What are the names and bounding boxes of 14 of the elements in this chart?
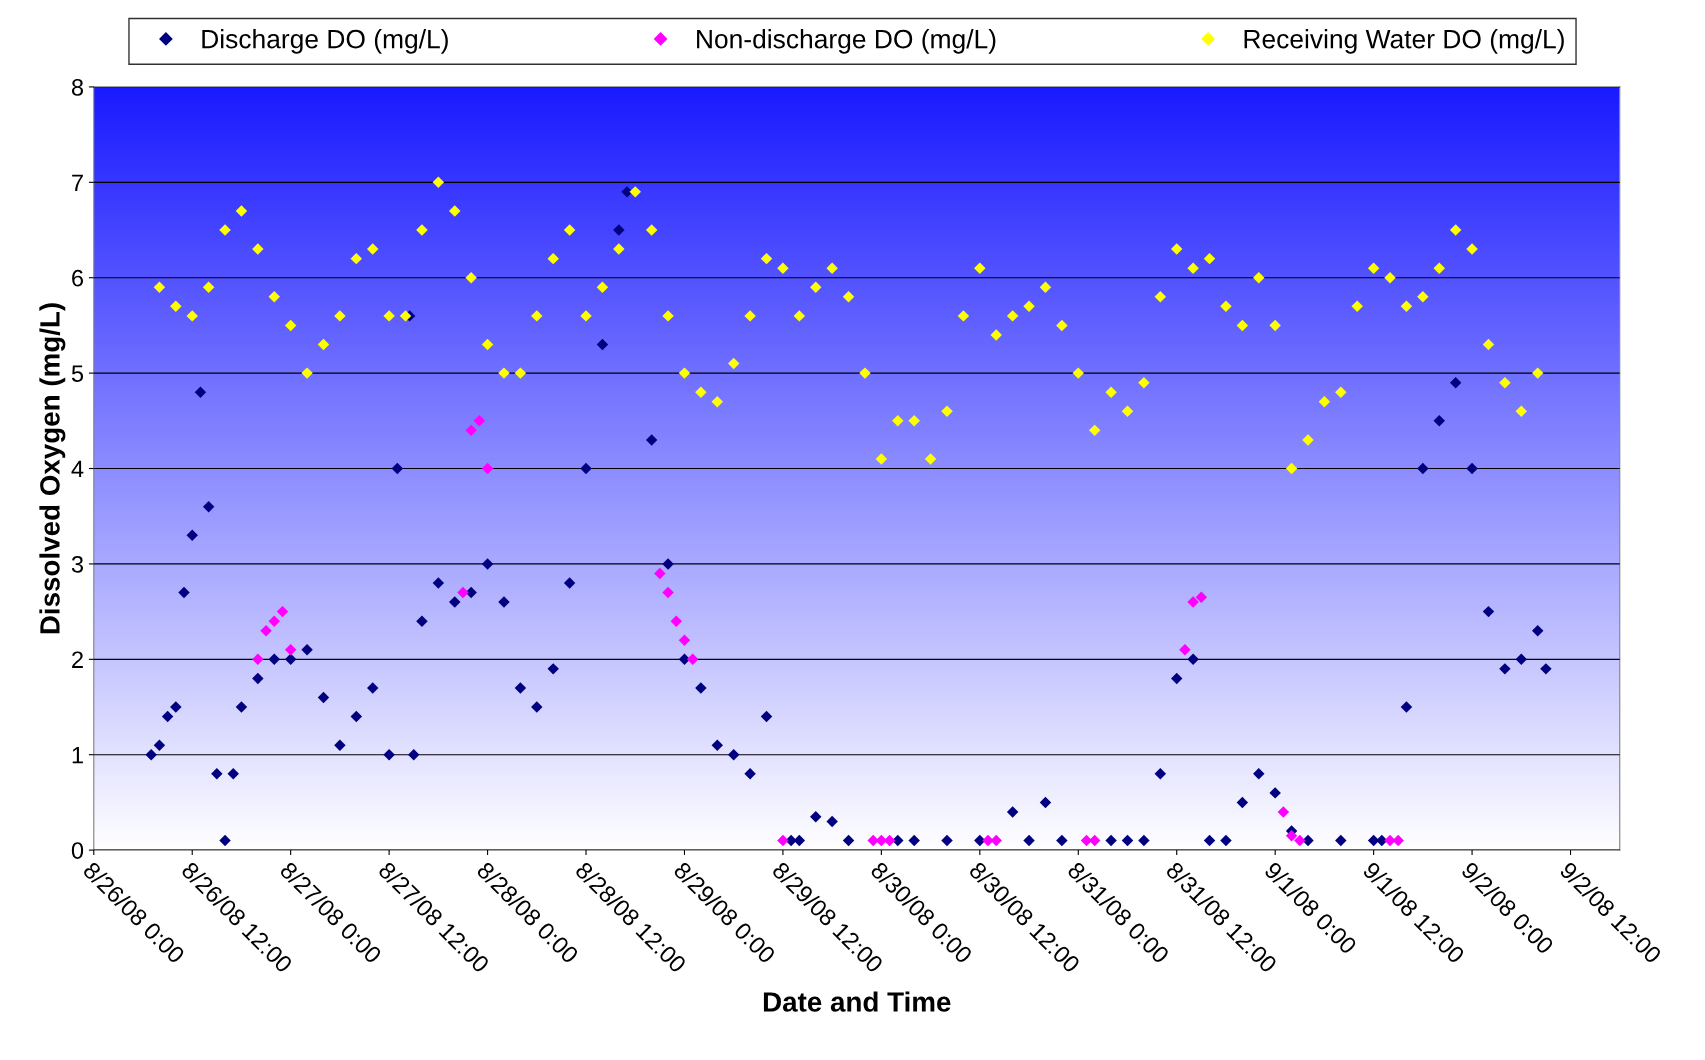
x-axis-title: Date and Time <box>763 991 951 1012</box>
y-tick-label: 2 <box>72 651 83 668</box>
y-tick-label: 3 <box>71 555 84 573</box>
y-tick-label: 8 <box>71 78 84 96</box>
legend-label: Non-discharge DO (mg/L) <box>697 29 996 54</box>
y-tick-label: 4 <box>71 460 84 478</box>
y-tick-label: 1 <box>72 747 83 764</box>
legend-label: Discharge DO (mg/L) <box>202 29 448 54</box>
y-tick-label: 7 <box>72 174 83 191</box>
legend-label: Receiving Water DO (mg/L) <box>1244 29 1564 54</box>
y-axis-title: Dissolved Oxygen (mg/L) <box>39 303 66 634</box>
y-tick-label: 6 <box>72 269 84 287</box>
y-tick-label: 0 <box>71 842 84 859</box>
y-tick-label: 5 <box>71 365 84 382</box>
